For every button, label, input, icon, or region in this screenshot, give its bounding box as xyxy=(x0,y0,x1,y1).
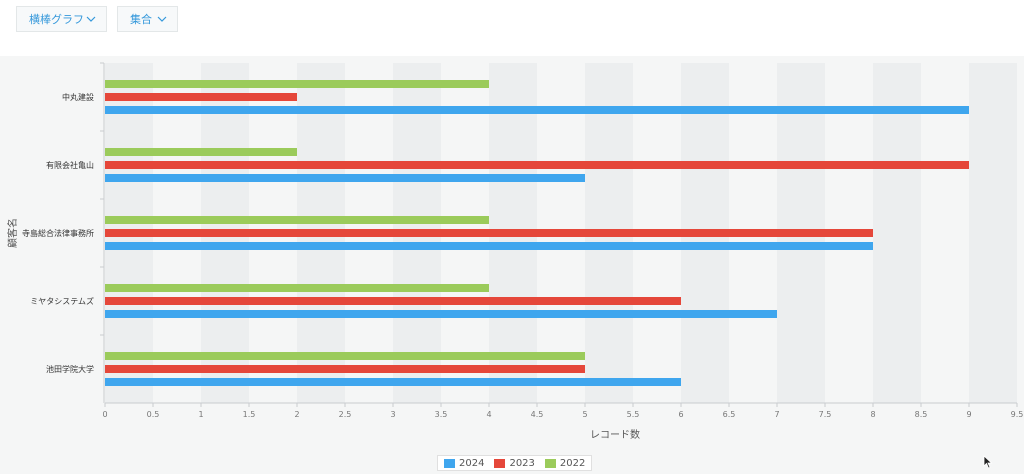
x-tick-label: 3.5 xyxy=(435,410,448,419)
x-tick-label: 1.5 xyxy=(243,410,256,419)
bar-2022[interactable] xyxy=(105,216,489,224)
chart-panel: 0 0.5 1 1.5 2 2.5 3 3.5 4 4.5 5 5.5 6 6.5 7 7.5 8 8.5 9 9.5… xyxy=(0,56,1024,474)
bar-2023[interactable] xyxy=(105,161,969,169)
grid-band xyxy=(969,63,1017,403)
bar-chart: 0 0.5 1 1.5 2 2.5 3 3.5 4 4.5 5 5.5 6 6.5 7 7.5 8 8.5 9 9.5… xyxy=(6,62,1024,441)
toolbar: 横棒グラフ 集合 xyxy=(0,0,1024,56)
x-tick-label: 8 xyxy=(870,410,875,419)
x-tick-label: 3 xyxy=(390,410,395,419)
aggregation-label: 集合 xyxy=(130,13,152,26)
legend-swatch-2023 xyxy=(494,458,506,468)
bar-2024[interactable] xyxy=(105,174,585,182)
bar-2023[interactable] xyxy=(105,93,297,101)
legend-label-2024: 2024 xyxy=(459,457,485,469)
x-tick-label: 8.5 xyxy=(915,410,928,419)
chevron-down-icon xyxy=(157,16,167,22)
x-axis-title: レコード数 xyxy=(590,428,640,441)
category-label: 中丸建設 xyxy=(62,92,94,102)
bar-2024[interactable] xyxy=(105,378,681,386)
chart-type-label: 横棒グラフ xyxy=(29,13,84,26)
category-label: 有限会社亀山 xyxy=(46,160,94,170)
legend-item-2024[interactable]: 2024 xyxy=(444,458,484,469)
bar-2024[interactable] xyxy=(105,106,969,114)
bar-2024[interactable] xyxy=(105,242,873,250)
legend-item-2023[interactable]: 2023 xyxy=(494,457,535,469)
x-tick-label: 9 xyxy=(966,410,971,419)
x-tick-label: 5.5 xyxy=(627,410,640,419)
y-axis-title: 顧客名 xyxy=(6,218,19,248)
bar-2022[interactable] xyxy=(105,352,585,360)
x-tick-label: 2 xyxy=(294,410,299,419)
aggregation-dropdown[interactable]: 集合 xyxy=(117,6,178,32)
bar-2022[interactable] xyxy=(105,80,489,88)
bar-2022[interactable] xyxy=(105,284,489,292)
x-tick-label: 0.5 xyxy=(147,410,160,419)
x-tick-label: 4.5 xyxy=(531,410,544,419)
legend-swatch-2024 xyxy=(444,458,455,468)
bar-2023[interactable] xyxy=(105,365,585,373)
bar-2022[interactable] xyxy=(105,148,297,156)
x-tick-label: 6 xyxy=(678,410,683,419)
legend-label-2022: 2022 xyxy=(559,457,586,469)
bar-2023[interactable] xyxy=(105,297,681,305)
bar-2023[interactable] xyxy=(105,229,873,237)
x-tick-label: 2.5 xyxy=(339,410,352,419)
category-label: 寺島総合法律事務所 xyxy=(22,228,94,238)
category-label: 池田学院大学 xyxy=(46,364,94,374)
legend-swatch-2022 xyxy=(544,458,556,468)
x-tick-label: 6.5 xyxy=(723,410,736,419)
x-tick-label: 1 xyxy=(198,410,203,419)
legend-item-2022[interactable]: 2022 xyxy=(544,457,586,469)
category-label: ミヤタシステムズ xyxy=(30,296,94,306)
x-tick-label: 5 xyxy=(582,410,587,419)
chart-type-dropdown[interactable]: 横棒グラフ xyxy=(16,6,107,32)
bar-2024[interactable] xyxy=(105,310,777,318)
legend-label-2023: 2023 xyxy=(509,457,535,469)
x-tick-label: 9.5 xyxy=(1011,410,1024,419)
x-tick-label: 7.5 xyxy=(819,410,832,419)
grid-band xyxy=(873,63,921,403)
chevron-down-icon xyxy=(86,16,96,22)
x-tick-label: 7 xyxy=(774,410,779,419)
x-tick-label: 0 xyxy=(102,410,107,419)
x-tick-label: 4 xyxy=(486,410,491,419)
chart-legend: 2024 2023 2022 xyxy=(437,455,593,471)
mouse-cursor-icon xyxy=(983,455,993,469)
